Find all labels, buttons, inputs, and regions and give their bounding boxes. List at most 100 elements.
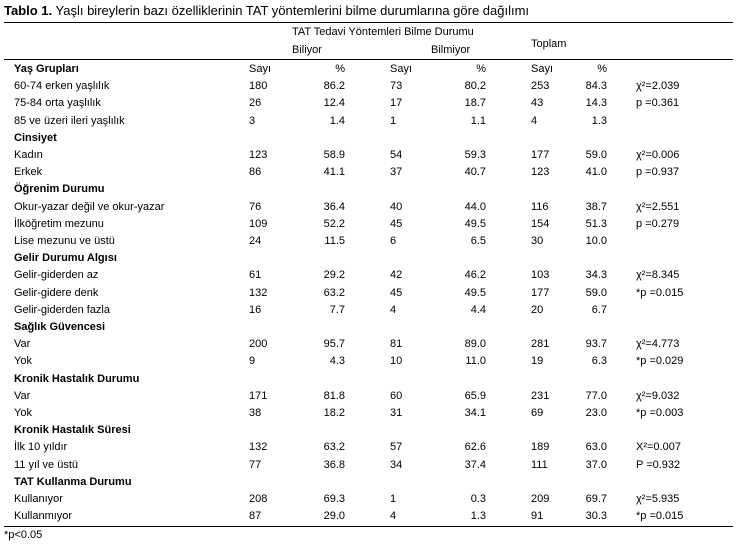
- group-header: TAT Tedavi Yöntemleri Bilme Durumu: [292, 26, 474, 38]
- cell-col-5: 177: [531, 149, 550, 161]
- cell-col-1: 24: [249, 235, 262, 247]
- group-header-row: Cinsiyet: [0, 130, 738, 147]
- table-row: Kadın 123 58.9 54 59.3 177 59.0 χ²=0.006: [0, 147, 738, 164]
- table-row: Kullanıyor 208 69.3 1 0.3 209 69.7 χ²=5.935: [0, 491, 738, 508]
- cell-col-2: 86.2: [323, 80, 345, 93]
- group-label: Kronik Hastalık Durumu: [14, 372, 140, 385]
- cell-col-2: 36.8: [323, 458, 345, 471]
- cell-col-3: Sayı: [390, 63, 413, 75]
- cell-col-6: 59.0: [585, 149, 607, 161]
- cell-col-3: 1: [390, 493, 397, 505]
- cell-col-1: 171: [249, 389, 268, 402]
- row-label: Kadın: [14, 149, 43, 161]
- row-label: Yok: [14, 407, 32, 419]
- cell-col-3: 40: [390, 200, 403, 213]
- cell-col-4: 6.5: [470, 235, 486, 247]
- cell-col-6: %: [597, 63, 607, 75]
- table-row: Kullanmıyor 87 29.0 4 1.3 91 30.3 *p =0.015: [0, 508, 738, 525]
- cell-col-2: 63.2: [323, 441, 345, 454]
- cell-col-4: 40.7: [464, 166, 486, 179]
- cell-col-1: 3: [249, 114, 256, 127]
- cell-col-5: 4: [531, 114, 538, 127]
- cell-col-3: 45: [390, 217, 403, 230]
- cell-col-3: 57: [390, 441, 403, 454]
- cell-col-3: 60: [390, 389, 403, 402]
- cell-col-4: 80.2: [464, 80, 486, 93]
- row-label: 75-84 orta yaşlılık: [14, 97, 101, 110]
- table-row: Okur-yazar değil ve okur-yazar 76 36.4 40 44…: [0, 199, 738, 216]
- stat-cell: *p =0.015: [636, 510, 684, 523]
- row-label: 11 yıl ve üstü: [14, 458, 78, 471]
- cell-col-5: 253: [531, 80, 550, 93]
- cell-col-6: 41.0: [585, 166, 607, 179]
- table-row: Yok 38 18.2 31 34.1 69 23.0 *p =0.003: [0, 405, 738, 422]
- table-row: 11 yıl ve üstü 77 36.8 34 37.4 111 37.0 P =0.93…: [0, 457, 738, 474]
- table-row: Gelir-gidere denk 132 63.2 45 49.5 177 59.0 *p …: [0, 285, 738, 302]
- cell-col-6: 30.3: [585, 510, 607, 523]
- stat-cell: χ²=2.551: [636, 200, 680, 213]
- table-row: İlk 10 yıldır 132 63.2 57 62.6 189 63.0 X²=0.00…: [0, 439, 738, 456]
- cell-col-6: 84.3: [585, 80, 607, 93]
- cell-col-4: 4.4: [470, 303, 486, 316]
- cell-col-5: 116: [531, 200, 549, 213]
- stat-cell: χ²=5.935: [636, 493, 680, 505]
- cell-col-1: 180: [249, 80, 268, 93]
- cell-col-6: 23.0: [585, 407, 607, 419]
- cell-col-1: 16: [249, 303, 262, 316]
- cell-col-6: 63.0: [585, 441, 607, 454]
- row-label: Gelir-gidere denk: [14, 286, 99, 299]
- group-header-row: TAT Kullanma Durumu: [0, 474, 738, 491]
- cell-col-1: 132: [249, 441, 268, 454]
- cell-col-4: 18.7: [464, 97, 486, 110]
- table-row: Gelir-giderden fazla 16 7.7 4 4.4 20 6.7: [0, 302, 738, 319]
- table-row: Var 171 81.8 60 65.9 231 77.0 χ²=9.032: [0, 388, 738, 405]
- knows-header: Biliyor: [292, 44, 322, 56]
- cell-col-2: 58.9: [323, 149, 345, 161]
- cell-col-1: 123: [249, 149, 268, 161]
- table-caption: Yaşlı bireylerin bazı özelliklerinin TAT…: [52, 3, 530, 18]
- row-label: Gelir-giderden az: [14, 269, 99, 282]
- cell-col-3: 31: [390, 407, 403, 419]
- cell-col-3: 6: [390, 235, 397, 247]
- bottom-rule: [4, 526, 733, 527]
- cell-col-3: 73: [390, 80, 403, 93]
- cell-col-6: 77.0: [585, 389, 607, 402]
- row-label: Erkek: [14, 166, 43, 179]
- cell-col-5: 111: [531, 458, 548, 471]
- cell-col-5: 177: [531, 286, 550, 299]
- cell-col-2: 18.2: [323, 407, 345, 419]
- stat-cell: P =0.932: [636, 458, 681, 471]
- cell-col-6: 1.3: [591, 114, 607, 127]
- cell-col-1: 26: [249, 97, 262, 110]
- table-row: Erkek 86 41.1 37 40.7 123 41.0 p =0.937: [0, 164, 738, 181]
- cell-col-4: 65.9: [464, 389, 486, 402]
- cell-col-2: 4.3: [329, 355, 345, 368]
- cell-col-6: 37.0: [585, 458, 607, 471]
- table-row: Yok 9 4.3 10 11.0 19 6.3 *p =0.029: [0, 353, 738, 370]
- row-label: 85 ve üzeri ileri yaşlılık: [14, 114, 125, 127]
- cell-col-4: 1.1: [470, 114, 486, 127]
- stat-cell: X²=0.007: [636, 441, 681, 454]
- group-label: Sağlık Güvencesi: [14, 321, 106, 333]
- cell-col-1: 109: [249, 217, 268, 230]
- cell-col-1: 61: [249, 269, 262, 282]
- cell-col-4: 34.1: [464, 407, 486, 419]
- cell-col-4: 62.6: [464, 441, 486, 454]
- cell-col-5: 123: [531, 166, 550, 179]
- cell-col-6: 59.0: [585, 286, 607, 299]
- table-row: 85 ve üzeri ileri yaşlılık 3 1.4 1 1.1 4 1.3: [0, 113, 738, 130]
- cell-col-3: 54: [390, 149, 403, 161]
- cell-col-2: %: [335, 63, 345, 75]
- stat-cell: *p =0.029: [636, 355, 684, 368]
- total-header: Toplam: [531, 38, 567, 50]
- row-label: İlk 10 yıldır: [14, 441, 68, 454]
- cell-col-1: 132: [249, 286, 268, 299]
- cell-col-5: 43: [531, 97, 544, 110]
- cell-col-4: 0.3: [470, 493, 486, 505]
- stat-cell: χ²=9.032: [636, 389, 680, 402]
- stat-cell: χ²=8.345: [636, 269, 680, 282]
- cell-col-1: 9: [249, 355, 256, 368]
- cell-col-4: 46.2: [464, 269, 486, 282]
- cell-col-1: 86: [249, 166, 262, 179]
- row-label: Kullanmıyor: [14, 510, 73, 523]
